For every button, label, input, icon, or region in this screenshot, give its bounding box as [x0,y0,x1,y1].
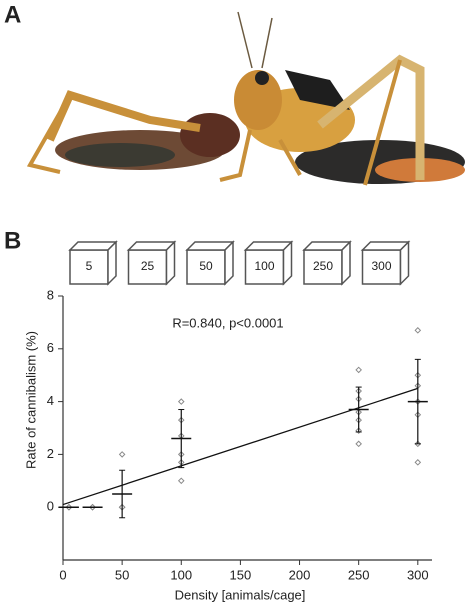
data-point [177,398,185,405]
x-tick-label: 50 [115,567,129,582]
x-tick-label: 0 [59,567,66,582]
cage [224,240,234,286]
cage [107,240,117,286]
data-point [414,327,422,334]
cage-label: 25 [141,259,155,273]
cage-label: 250 [313,259,333,273]
cage-label: 5 [86,259,93,273]
x-axis-label: Density [animals/cage] [175,587,306,602]
x-tick-label: 300 [407,567,429,582]
x-tick-label: 150 [230,567,252,582]
cage-label: 50 [199,259,213,273]
photo [26,11,465,186]
data-point [177,477,185,485]
data-point [414,459,422,466]
x-tick-label: 250 [348,567,370,582]
cage-label: 100 [254,259,274,273]
y-tick-label: 0 [47,499,54,514]
fit-line [62,387,419,506]
annotation: R=0.840, p<0.0001 [172,315,283,330]
x-tick-label: 100 [170,567,192,582]
y-axis-label: Rate of cannibalism (%) [23,331,38,469]
data-point [355,440,362,448]
y-tick-label: 2 [47,446,54,461]
y-tick-label: 8 [47,287,54,302]
cage [282,240,293,286]
panel-label: B [4,227,21,254]
panel-label: A [4,1,21,28]
x-tick-label: 200 [289,567,311,582]
cage [399,240,410,286]
data-point [118,451,126,458]
y-tick-label: 6 [47,340,54,355]
data-point [355,366,362,374]
cage [165,240,176,286]
y-tick-label: 4 [47,393,54,408]
cage [341,240,351,286]
cage-label: 300 [371,259,391,273]
